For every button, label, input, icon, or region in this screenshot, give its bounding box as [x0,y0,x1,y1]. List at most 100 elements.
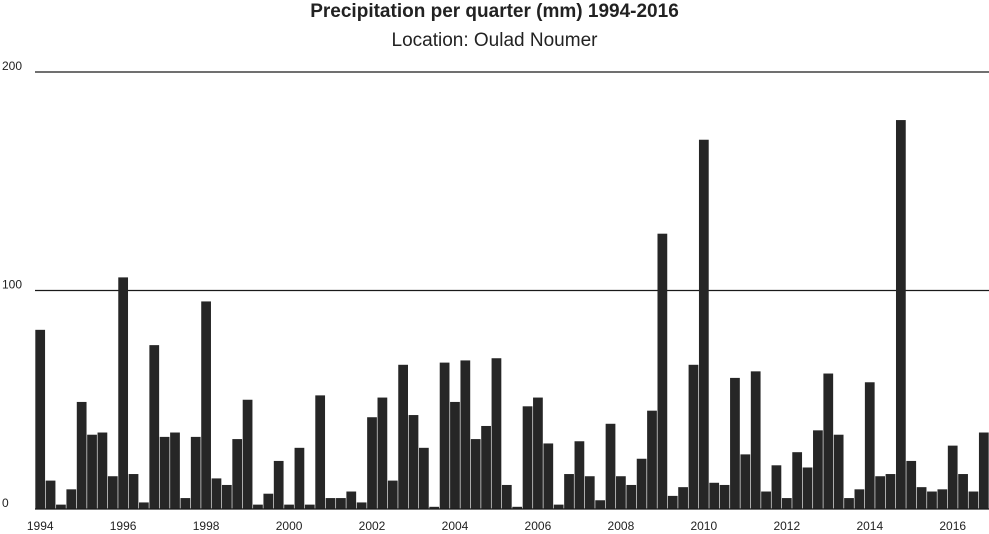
bar [118,277,129,509]
bar [616,476,626,509]
bar [170,432,180,509]
bar [854,489,865,509]
bar [823,373,834,509]
bar [927,491,937,509]
bar [180,498,191,509]
x-tick-label-2014: 2014 [856,519,883,533]
bars [35,120,989,510]
x-tick-label-2006: 2006 [525,519,552,533]
bar [543,443,554,509]
bar [730,377,740,509]
bar [771,465,782,509]
bar [740,454,751,510]
bar [698,139,709,510]
bar [678,487,688,509]
bar [491,358,502,509]
x-tick-label-2016: 2016 [939,519,966,533]
bar [149,345,160,510]
x-tick-label-2002: 2002 [359,519,386,533]
x-tick-label-1998: 1998 [193,519,220,533]
bar [253,504,263,509]
bar [533,397,543,509]
x-tick-label-2012: 2012 [773,519,800,533]
bar [377,397,388,509]
y-tick-label-200: 200 [2,59,22,73]
bar [35,329,46,509]
bar [553,504,564,509]
bar [460,360,471,509]
bar [958,474,968,509]
bar [968,491,979,509]
bar [284,504,294,509]
bar [584,476,595,509]
bar [978,432,989,509]
bar [128,474,139,509]
bar [190,436,201,509]
chart-subtitle: Location: Oulad Noumer [391,30,598,51]
bar [512,506,523,509]
x-tick-label-2010: 2010 [690,519,717,533]
bar [564,474,574,509]
bar [273,460,284,509]
bar [107,476,118,509]
bar [387,480,398,509]
x-tick-label-2004: 2004 [442,519,469,533]
bar [221,484,232,509]
bar [367,417,377,509]
bar [325,498,336,509]
bar [595,500,606,509]
bar [813,430,823,509]
bar [522,406,533,509]
bar [201,301,211,509]
bar [439,362,450,509]
bar [719,484,730,509]
bar [906,460,917,509]
bar [781,498,792,509]
y-tick-label-0: 0 [2,496,9,510]
bar [97,432,108,509]
bar [356,502,367,509]
bar [916,487,927,509]
x-tick-label-1994: 1994 [27,519,54,533]
bar [750,371,761,509]
bar [450,401,460,509]
bar [636,458,647,509]
bar [294,447,305,509]
bar [66,489,77,509]
bar [87,434,97,509]
bar [667,495,678,509]
bar [232,439,243,509]
bar [688,364,699,509]
bar [605,423,616,509]
bar [470,439,481,509]
bar [657,233,668,509]
chart-title: Precipitation per quarter (mm) 1994-2016 [310,1,679,22]
bar [947,445,958,509]
bar [875,476,885,509]
bar [45,480,56,509]
bar [864,382,875,509]
bar [647,410,657,509]
bar [481,425,491,509]
x-tick-label-1996: 1996 [110,519,137,533]
bar [574,441,585,509]
bar [885,474,896,509]
bar [304,504,315,509]
bar [139,502,149,509]
bar [336,498,346,509]
bar [761,491,771,509]
bar [895,120,906,509]
bar [833,434,844,509]
y-tick-label-100: 100 [2,278,22,292]
bar [418,447,429,509]
bar [501,484,512,509]
bar [937,489,948,509]
bar [346,491,357,509]
tick-labels: 0 100 200 1994 1996 1998 2000 2002 2004 2006 2008 2… [2,59,966,533]
bar [709,482,720,509]
bar [802,467,813,509]
x-tick-label-2008: 2008 [608,519,635,533]
bar [56,504,66,509]
bar [792,452,803,509]
